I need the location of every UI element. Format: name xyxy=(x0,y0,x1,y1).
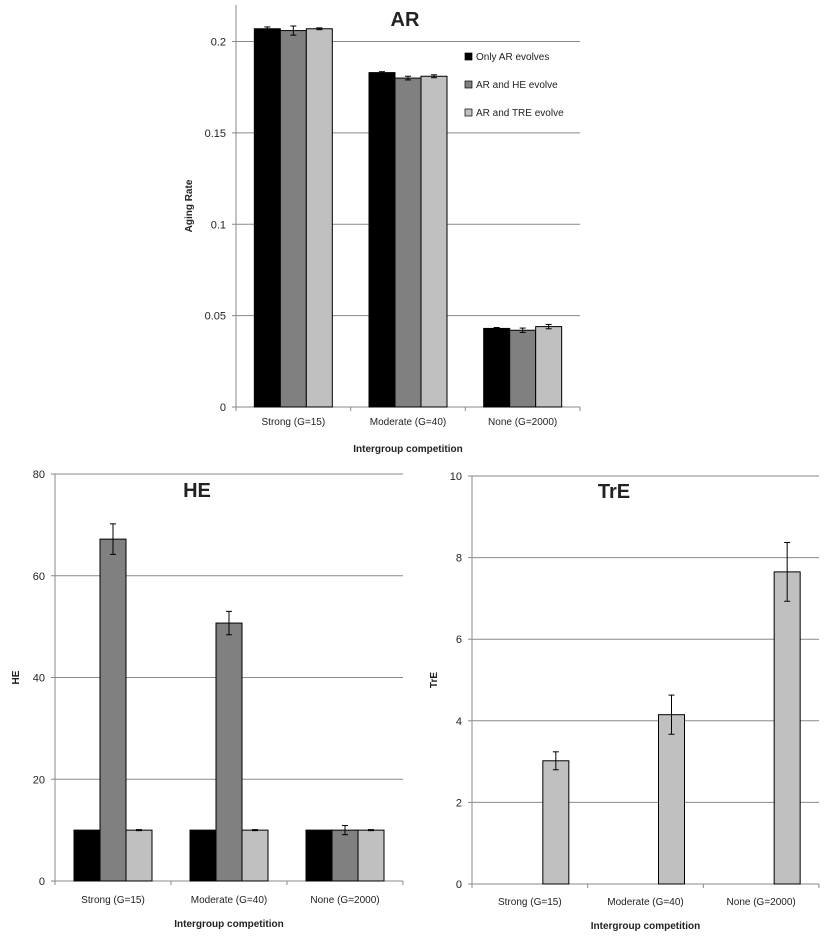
y-tick-label: 10 xyxy=(450,471,462,483)
x-tick-label: Strong (G=15) xyxy=(262,417,326,428)
bar xyxy=(509,329,537,408)
y-tick-label: 0.2 xyxy=(211,37,226,49)
bar xyxy=(420,75,448,408)
y-tick-label: 6 xyxy=(456,634,462,646)
y-tick-label: 0.15 xyxy=(205,128,226,140)
y-tick-label: 0.05 xyxy=(205,311,226,323)
legend-swatch xyxy=(464,80,473,89)
chart-tre: 0 2 4 6 8 10 Strong (G=15) Moderate (G=40) None … xyxy=(429,471,820,932)
chart-title: TrE xyxy=(598,481,630,503)
y-axis-label: Aging Rate xyxy=(184,179,195,232)
bar xyxy=(773,571,801,885)
y-tick-label: 0 xyxy=(220,402,226,414)
bar xyxy=(542,760,570,885)
bar xyxy=(241,829,269,882)
y-axis-label: HE xyxy=(11,670,22,684)
bar xyxy=(99,538,127,882)
y-tick-label: 2 xyxy=(456,797,462,809)
legend-label: AR and HE evolve xyxy=(476,80,558,91)
y-tick-label: 0 xyxy=(456,879,462,891)
chart-title: HE xyxy=(183,480,211,502)
bar xyxy=(73,829,101,882)
bar xyxy=(279,30,307,408)
bar xyxy=(305,829,333,882)
x-axis-label: Intergroup competition xyxy=(174,919,283,930)
chart-ar: 0 0.05 0.1 0.15 0.2 Strong (G=15) Moderate (G=… xyxy=(184,5,581,455)
y-tick-label: 20 xyxy=(33,774,45,786)
x-tick-label: None (G=2000) xyxy=(310,895,379,906)
bar xyxy=(305,28,333,408)
y-tick-label: 4 xyxy=(456,716,462,728)
bar xyxy=(535,326,563,408)
y-tick-label: 80 xyxy=(33,469,45,481)
y-tick-label: 0.1 xyxy=(211,219,226,231)
x-axis-label: Intergroup competition xyxy=(591,921,700,932)
x-tick-label: Strong (G=15) xyxy=(498,897,562,908)
x-tick-label: Moderate (G=40) xyxy=(370,417,446,428)
y-tick-label: 60 xyxy=(33,571,45,583)
x-tick-label: Moderate (G=40) xyxy=(191,895,267,906)
x-tick-label: None (G=2000) xyxy=(727,897,796,908)
x-axis-label: Intergroup competition xyxy=(353,444,462,455)
x-tick-label: None (G=2000) xyxy=(488,417,557,428)
x-tick-label: Moderate (G=40) xyxy=(607,897,683,908)
y-axis-label: TrE xyxy=(429,672,440,688)
chart-title: AR xyxy=(391,9,420,31)
legend-swatch xyxy=(464,108,473,117)
bar xyxy=(189,829,217,882)
bar xyxy=(483,327,511,408)
bar xyxy=(394,77,422,408)
bar xyxy=(253,28,281,408)
bar xyxy=(215,622,243,882)
x-tick-label: Strong (G=15) xyxy=(81,895,145,906)
y-tick-label: 0 xyxy=(39,876,45,888)
legend-label: AR and TRE evolve xyxy=(476,108,564,119)
legend-label: Only AR evolves xyxy=(476,52,549,63)
chart-he: 0 20 40 60 80 Strong (G=15) Moderate (G=40) Non… xyxy=(11,469,404,930)
bar xyxy=(125,829,153,882)
bar xyxy=(331,829,359,882)
y-tick-label: 40 xyxy=(33,673,45,685)
bar xyxy=(368,72,396,408)
legend-swatch xyxy=(464,52,473,61)
bar xyxy=(658,714,685,885)
y-tick-label: 8 xyxy=(456,553,462,565)
bar xyxy=(357,829,385,882)
